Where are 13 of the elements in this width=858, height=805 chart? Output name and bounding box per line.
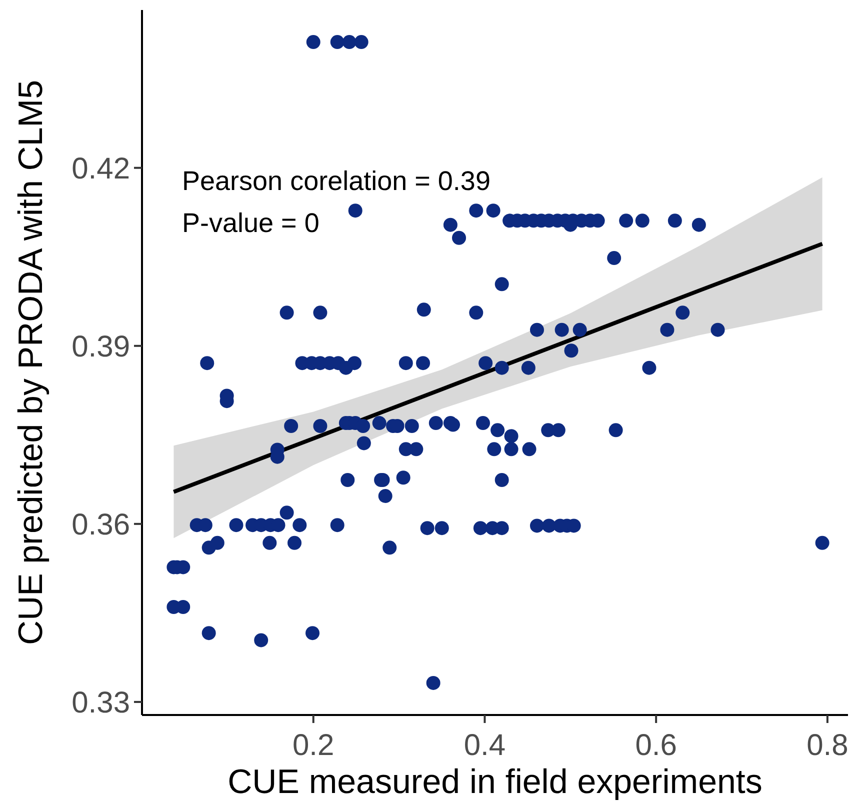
x-tick-label: 0.8: [806, 729, 848, 762]
annotation: Pearson corelation = 0.39: [182, 166, 490, 196]
line-series: [172, 242, 824, 494]
y-tick-label: 0.36: [72, 508, 130, 542]
y-tick-label: 0.42: [72, 152, 130, 186]
y-axis-title: CUE predicted by PRODA with CLM5: [12, 80, 50, 645]
annotation: P-value = 0: [182, 208, 320, 238]
x-axis-title: CUE measured in field experiments: [228, 763, 762, 801]
y-tick-label: 0.39: [72, 330, 130, 364]
x-tick-label: 0.6: [635, 729, 677, 762]
y-tick-label: 0.33: [72, 686, 130, 720]
x-tick-label: 0.4: [464, 729, 506, 762]
x-tick-label: 0.2: [292, 729, 334, 762]
